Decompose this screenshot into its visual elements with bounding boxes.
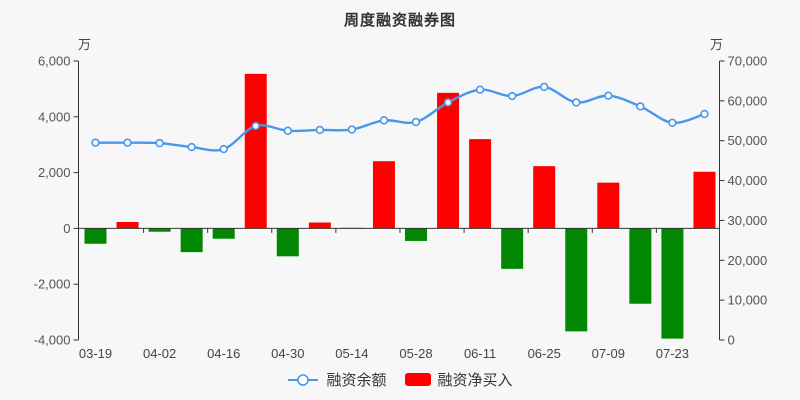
svg-text:04-16: 04-16 [207, 346, 240, 361]
svg-text:6,000: 6,000 [38, 54, 71, 69]
legend-label-balance: 融资余额 [326, 372, 387, 389]
legend-item-balance[interactable]: 融资余额 [287, 369, 387, 390]
line-circle-icon [288, 373, 319, 386]
svg-text:06-11: 06-11 [464, 346, 496, 361]
svg-text:0: 0 [63, 221, 70, 236]
svg-text:05-14: 05-14 [335, 346, 368, 361]
svg-text:70,000: 70,000 [728, 54, 768, 69]
legend-label-netbuy: 融资净买入 [437, 372, 513, 389]
chart-title: 周度融资融券图 [343, 12, 456, 29]
svg-text:07-23: 07-23 [656, 346, 689, 361]
svg-text:60,000: 60,000 [728, 93, 768, 108]
svg-text:07-09: 07-09 [592, 346, 625, 361]
svg-text:2,000: 2,000 [38, 165, 71, 180]
svg-text:04-02: 04-02 [143, 346, 176, 361]
svg-text:20,000: 20,000 [728, 253, 768, 268]
svg-text:05-28: 05-28 [399, 346, 432, 361]
svg-text:50,000: 50,000 [728, 133, 768, 148]
chart-legend: 融资余额 融资净买入 [0, 369, 800, 390]
svg-text:40,000: 40,000 [728, 173, 768, 188]
svg-text:04-30: 04-30 [271, 346, 304, 361]
svg-text:4,000: 4,000 [38, 109, 71, 124]
svg-text:06-25: 06-25 [528, 346, 561, 361]
svg-text:万: 万 [710, 37, 723, 52]
svg-text:30,000: 30,000 [728, 213, 768, 228]
red-rect-icon [404, 373, 431, 386]
svg-text:03-19: 03-19 [79, 346, 112, 361]
svg-text:-2,000: -2,000 [34, 277, 71, 292]
svg-text:万: 万 [78, 37, 91, 52]
svg-text:0: 0 [728, 333, 735, 348]
svg-text:-4,000: -4,000 [34, 333, 71, 348]
legend-item-netbuy[interactable]: 融资净买入 [404, 369, 513, 390]
svg-text:10,000: 10,000 [728, 293, 768, 308]
